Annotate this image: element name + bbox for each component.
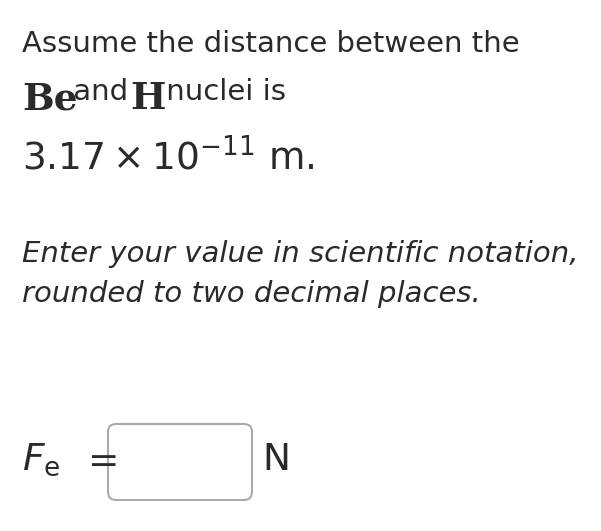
Text: Be: Be	[22, 80, 78, 117]
FancyBboxPatch shape	[108, 424, 252, 500]
Text: H: H	[130, 80, 165, 117]
Text: rounded to two decimal places.: rounded to two decimal places.	[22, 280, 481, 308]
Text: $F_{\mathrm{e}}$: $F_{\mathrm{e}}$	[22, 442, 60, 478]
Text: Enter your value in scientific notation,: Enter your value in scientific notation,	[22, 240, 579, 268]
Text: N: N	[262, 442, 290, 478]
Text: and: and	[64, 78, 138, 106]
Text: $3.17 \times 10^{-11}\ \mathrm{m.}$: $3.17 \times 10^{-11}\ \mathrm{m.}$	[22, 138, 315, 178]
Text: Assume the distance between the: Assume the distance between the	[22, 30, 520, 58]
Text: nuclei is: nuclei is	[157, 78, 286, 106]
Text: $=$: $=$	[80, 442, 117, 478]
